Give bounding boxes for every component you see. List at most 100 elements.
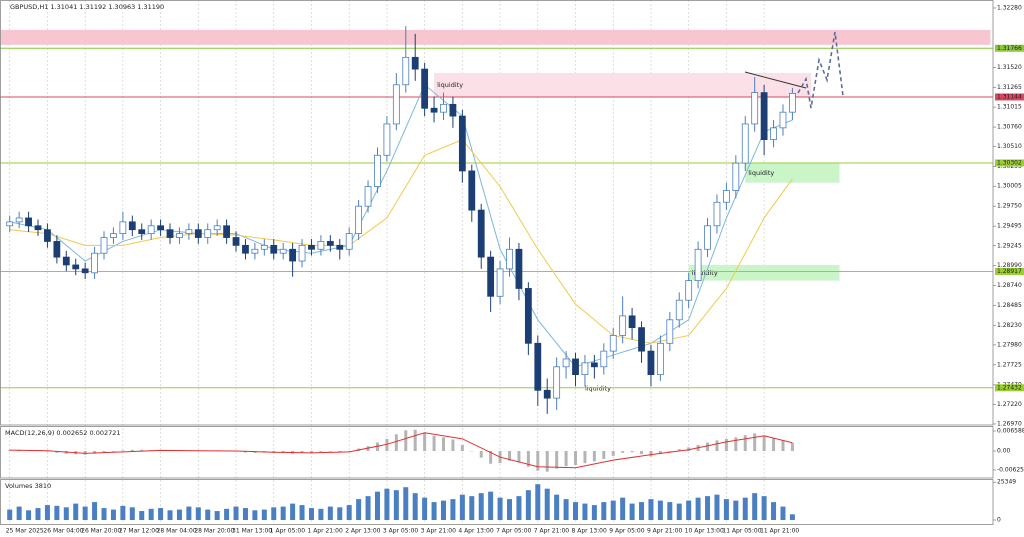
level-label: 1.30302	[997, 159, 1022, 166]
x-tick-label: 8 Apr 13:00	[572, 528, 607, 535]
x-tick-label: 7 Apr 05:00	[496, 528, 531, 535]
x-tick-label: 26 Mar 20:00	[81, 528, 121, 535]
candle-body	[72, 264, 80, 270]
volume-bar	[224, 508, 230, 520]
candle-body	[15, 217, 23, 223]
volume-bar	[327, 506, 333, 520]
candle-body	[204, 229, 212, 238]
volume-bar	[384, 488, 390, 520]
level-tag	[995, 44, 1024, 52]
volume-bar	[648, 499, 654, 520]
candle-body	[722, 190, 730, 203]
volume-bar	[139, 511, 145, 520]
candle-body	[34, 225, 42, 231]
volume-bar	[195, 507, 201, 520]
candle-body	[308, 244, 315, 250]
volume-bar	[422, 497, 428, 520]
candle-body	[534, 342, 542, 391]
x-tick-label: 28 Mar 20:00	[194, 528, 234, 535]
macd-bar	[300, 450, 304, 453]
candle-body	[741, 123, 749, 164]
volume-bar	[582, 503, 588, 520]
macd-bar	[602, 450, 606, 459]
macd-bar	[762, 435, 766, 451]
y-tick-label: 25349	[997, 479, 1016, 486]
macd-bar	[555, 450, 559, 469]
signal-line	[9, 432, 793, 469]
volume-bar	[507, 499, 513, 520]
level-label: 1.31144	[997, 93, 1022, 100]
candle-body	[81, 268, 89, 274]
volume-bar	[629, 503, 635, 520]
candle-body	[647, 350, 655, 376]
zone	[688, 264, 840, 281]
price-panel: liquidity liquidity liquidity liquidity	[0, 26, 993, 414]
candle-body	[496, 268, 504, 297]
macd-bar	[668, 450, 672, 452]
candle-body	[421, 68, 429, 109]
candle-body	[176, 233, 183, 238]
x-tick-label: 25 Mar 2025	[6, 528, 44, 535]
candle-body	[572, 358, 579, 376]
candle-body	[260, 244, 268, 250]
volume-bar	[16, 506, 22, 520]
macd-bar	[724, 438, 728, 451]
volume-bar	[92, 502, 98, 520]
y-tick-label: 1.27980	[997, 341, 1022, 348]
volume-bar	[167, 510, 173, 520]
volume-bar	[176, 509, 182, 520]
y-tick-label: 1.28740	[997, 282, 1022, 289]
macd-bar	[790, 442, 794, 451]
volume-bar	[667, 502, 673, 520]
macd-bar	[564, 450, 568, 467]
macd-bar	[734, 437, 738, 451]
macd-bar	[45, 450, 49, 452]
candle-body	[166, 229, 174, 238]
macd-bar	[111, 450, 115, 452]
candle-body	[91, 252, 98, 274]
y-tick-label: 1.28485	[997, 302, 1022, 309]
volume-bar	[129, 507, 135, 520]
x-tick-label: 26 Mar 04:00	[43, 528, 83, 535]
candle-body	[213, 225, 221, 231]
candle-body	[553, 366, 561, 399]
candle-body	[713, 201, 721, 227]
candle-body	[251, 248, 259, 254]
panel-title: MACD(12,26,9) 0.002652 0.002721	[5, 429, 121, 437]
frame	[0, 0, 994, 426]
macd-bar	[592, 450, 596, 462]
candle-body	[477, 209, 485, 258]
macd-bar	[83, 450, 87, 455]
candle-body	[279, 248, 287, 254]
macd-panel	[8, 429, 794, 472]
candle-body	[675, 299, 683, 321]
x-tick-label: 11 Apr 21:00	[760, 528, 799, 535]
macd-bar	[55, 450, 59, 453]
candle-body	[609, 335, 617, 352]
candle-body	[232, 237, 240, 246]
macd-bar	[574, 450, 578, 465]
volume-bar	[610, 500, 616, 520]
candle-body	[53, 241, 61, 258]
candle-body	[760, 92, 768, 141]
candle-body	[392, 84, 400, 125]
candle-body	[185, 229, 193, 235]
candle-body	[562, 358, 570, 368]
volume-bar	[488, 491, 494, 520]
volume-bar	[205, 509, 211, 520]
macd-bar	[753, 433, 757, 451]
volume-bar	[242, 508, 248, 520]
macd-bar	[611, 450, 615, 456]
macd-bar	[489, 450, 493, 464]
volume-bar	[620, 497, 626, 520]
macd-bar	[640, 450, 644, 455]
y-tick-label: 1.30760	[997, 124, 1022, 131]
level-tag	[995, 267, 1024, 275]
volume-bar	[35, 508, 41, 520]
macd-bar	[687, 447, 691, 451]
candle-body	[364, 186, 372, 207]
candle-body	[770, 127, 777, 141]
macd-bar	[309, 450, 313, 453]
zone	[434, 73, 812, 97]
